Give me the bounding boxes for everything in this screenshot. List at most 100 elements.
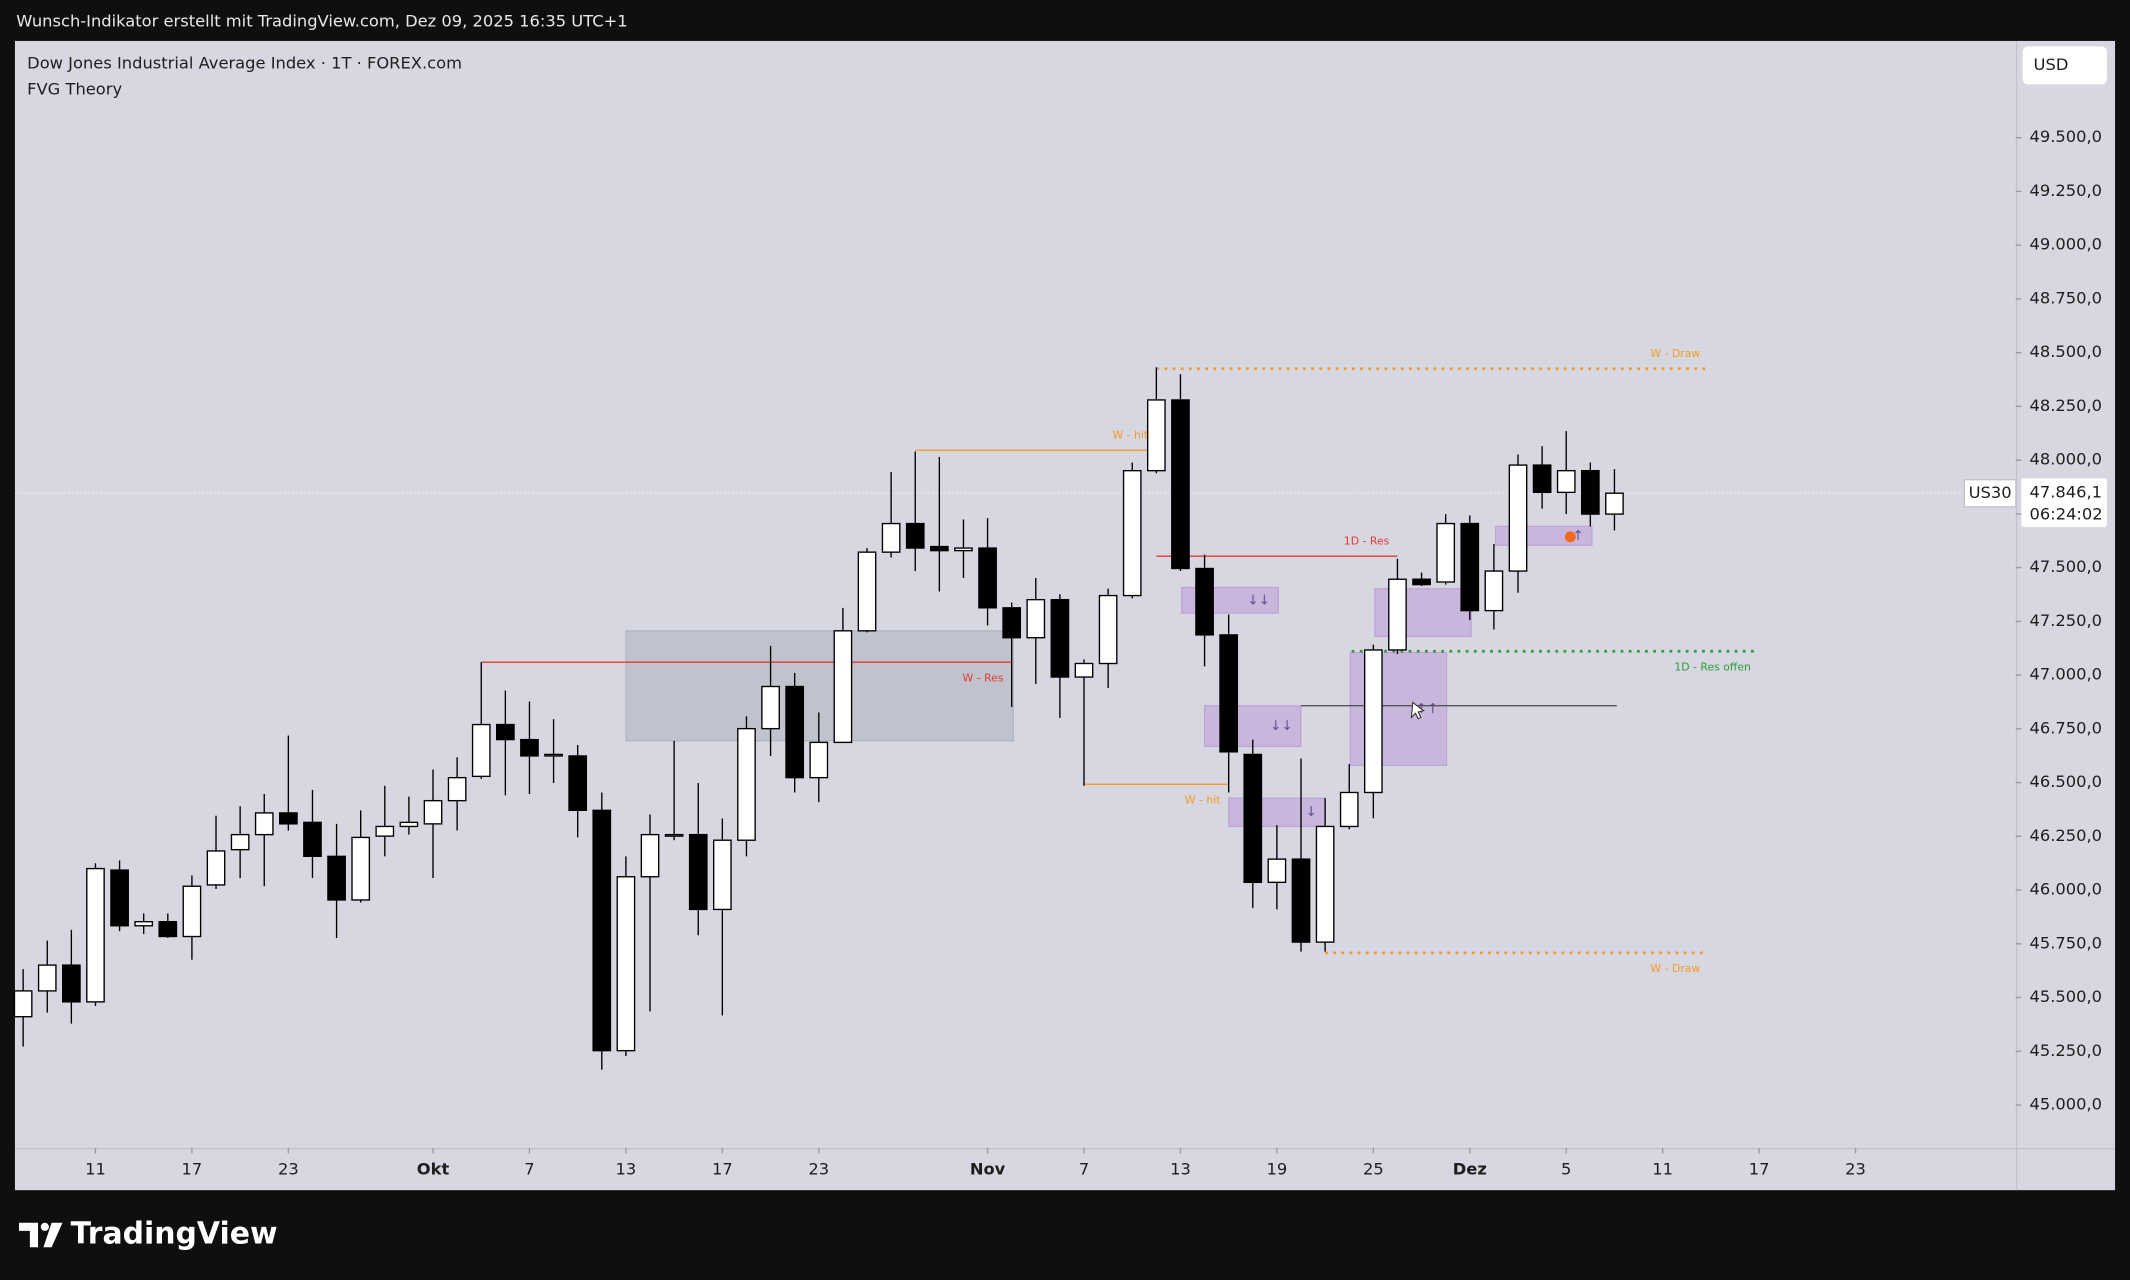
candle-body [206, 850, 226, 886]
x-tick-label: 11 [85, 1159, 106, 1178]
last-price-label: 47.846,1 [2029, 483, 2102, 502]
candle-body [375, 825, 395, 837]
y-tick-label: 45.250,0 [2029, 1041, 2102, 1060]
candle-body [1580, 469, 1600, 515]
candle-body [327, 855, 346, 901]
last-price-badge [2021, 478, 2107, 528]
zone [625, 630, 1014, 742]
candle-body [520, 738, 539, 757]
candle-body [1605, 492, 1624, 515]
candle-body [1122, 469, 1142, 597]
candle-body [978, 547, 997, 609]
zone-marker: ↓↓ [1247, 592, 1270, 608]
candle-body [592, 809, 612, 1052]
x-tick-label: 5 [1561, 1159, 1571, 1178]
symbol-label: US30 [1969, 483, 2012, 502]
cursor-icon [1410, 701, 1425, 720]
candle-body [1098, 594, 1118, 665]
brand-logo [19, 1222, 63, 1248]
candle-body [1363, 649, 1383, 794]
y-tick-label: 45.000,0 [2029, 1095, 2102, 1114]
candle-body [13, 990, 33, 1018]
candle-body [495, 723, 515, 741]
currency-button[interactable] [2022, 46, 2107, 85]
level-label: W - Draw [1650, 962, 1700, 975]
candle-body [954, 547, 973, 552]
candle-body [1315, 825, 1335, 943]
candle-body [134, 921, 154, 927]
candle-body [1195, 567, 1214, 636]
candle-body [182, 885, 202, 938]
candle-body [712, 839, 732, 911]
candle-body [1460, 522, 1480, 612]
candle-body [857, 551, 877, 632]
candle-body [929, 545, 949, 552]
candle-body [1002, 607, 1022, 639]
candle-body [1484, 570, 1504, 612]
candle-body [423, 799, 443, 825]
candle-body [1291, 858, 1311, 943]
candle-body [640, 833, 660, 878]
logo-slash [43, 1222, 63, 1248]
zone-marker: ↓↓ [1270, 718, 1293, 734]
y-tick-label: 45.500,0 [2029, 987, 2102, 1006]
level-label: W - Res [963, 672, 1004, 685]
y-tick-label: 48.250,0 [2029, 396, 2102, 415]
candle-body [254, 812, 274, 836]
candle-body [158, 921, 178, 938]
x-tick-label: 13 [1170, 1159, 1191, 1178]
candle-body [568, 755, 588, 812]
header-text: Wunsch-Indikator erstellt mit TradingVie… [16, 11, 627, 30]
candle-body [230, 833, 250, 851]
x-tick-label: 19 [1267, 1159, 1288, 1178]
y-tick-label: 46.500,0 [2029, 772, 2102, 791]
candle-body [1146, 399, 1166, 472]
candle-body [1556, 469, 1576, 494]
x-tick-label: 17 [712, 1159, 733, 1178]
y-tick-label: 49.500,0 [2029, 127, 2102, 146]
candle-body [881, 522, 901, 553]
candle-body [1508, 464, 1528, 572]
level-label: 1D - Res [1344, 534, 1390, 547]
y-tick-label: 48.500,0 [2029, 342, 2102, 361]
candle-body [1171, 399, 1190, 570]
candle-body [86, 867, 105, 1003]
y-tick-label: 47.000,0 [2029, 665, 2102, 684]
x-tick-label: 11 [1652, 1159, 1673, 1178]
y-tick-label: 48.750,0 [2029, 288, 2102, 307]
candle-body [351, 836, 371, 901]
zone-marker: ↓ [1306, 804, 1317, 820]
candle-body [809, 741, 829, 779]
x-tick-label: 17 [1749, 1159, 1770, 1178]
candle-body [110, 869, 129, 927]
y-tick-label: 47.250,0 [2029, 611, 2102, 630]
candle-body [1267, 858, 1287, 884]
candle-body [544, 753, 563, 757]
countdown-label: 06:24:02 [2029, 504, 2102, 523]
y-tick-label: 46.000,0 [2029, 880, 2102, 899]
y-tick-label: 49.000,0 [2029, 235, 2102, 254]
symbol-title: Dow Jones Industrial Average Index · 1T … [27, 54, 462, 73]
candle-body [303, 821, 322, 858]
candle-body [1026, 598, 1046, 639]
candle-body [1532, 464, 1552, 494]
candle-body [1219, 634, 1239, 753]
y-tick-label: 47.500,0 [2029, 557, 2102, 576]
y-tick-label: 45.750,0 [2029, 933, 2102, 952]
fire-icon [1564, 531, 1576, 543]
level-label: 1D - Res offen [1674, 661, 1751, 674]
y-tick-label: 48.000,0 [2029, 450, 2102, 469]
candle-body [1436, 522, 1456, 583]
candle-body [278, 812, 298, 825]
candle-body [737, 727, 756, 841]
y-tick-label: 46.750,0 [2029, 718, 2102, 737]
candle-body [688, 833, 708, 911]
y-tick-label: 46.250,0 [2029, 826, 2102, 845]
candle-body [1339, 791, 1359, 828]
level-label: W - hit [1185, 794, 1221, 807]
candle-body [785, 685, 805, 779]
currency-label: USD [2034, 55, 2069, 74]
x-tick-label: 25 [1363, 1159, 1384, 1178]
